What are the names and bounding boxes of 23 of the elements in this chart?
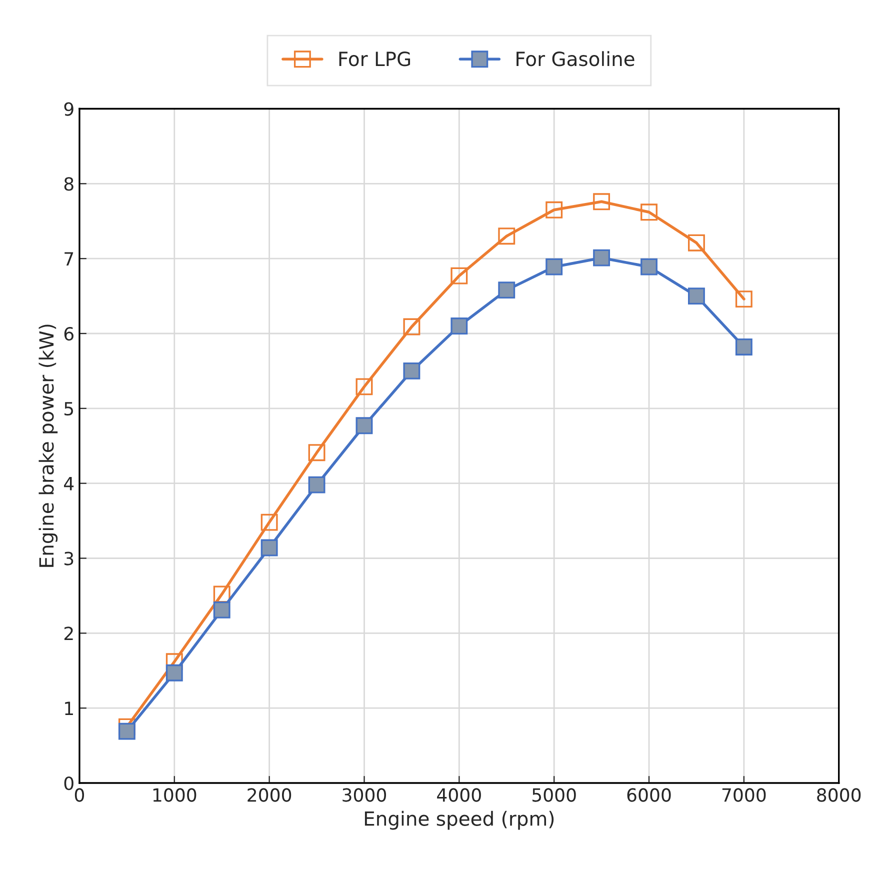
x-axis-title: Engine speed (rpm) bbox=[364, 810, 554, 830]
x-tick-label: 7000 bbox=[722, 788, 766, 802]
y-tick-label: 3 bbox=[64, 552, 74, 566]
x-tick-label: 2000 bbox=[248, 788, 292, 802]
legend-label: For Gasoline bbox=[516, 51, 634, 66]
y-tick-label: 2 bbox=[64, 626, 73, 640]
x-tick-label: 5000 bbox=[532, 788, 576, 802]
x-tick-label: 4000 bbox=[437, 788, 481, 802]
y-tick-label: 8 bbox=[64, 177, 74, 191]
y-tick-label: 0 bbox=[64, 776, 74, 790]
x-tick-label: 3000 bbox=[342, 788, 386, 802]
y-tick-label: 1 bbox=[65, 702, 73, 715]
y-tick-label: 9 bbox=[64, 102, 74, 116]
y-tick-label: 5 bbox=[64, 402, 74, 416]
y-tick-label: 7 bbox=[64, 252, 74, 266]
x-tick-label: 6000 bbox=[627, 788, 671, 802]
y-axis-title: Engine brake power (kW) bbox=[38, 324, 58, 567]
x-tick-label: 1000 bbox=[153, 788, 196, 802]
x-tick-label: 0 bbox=[74, 788, 84, 802]
y-tick-label: 4 bbox=[64, 477, 74, 490]
y-tick-label: 6 bbox=[64, 326, 74, 341]
legend-label: For LPG bbox=[339, 52, 410, 66]
x-tick-label: 8000 bbox=[817, 788, 861, 802]
